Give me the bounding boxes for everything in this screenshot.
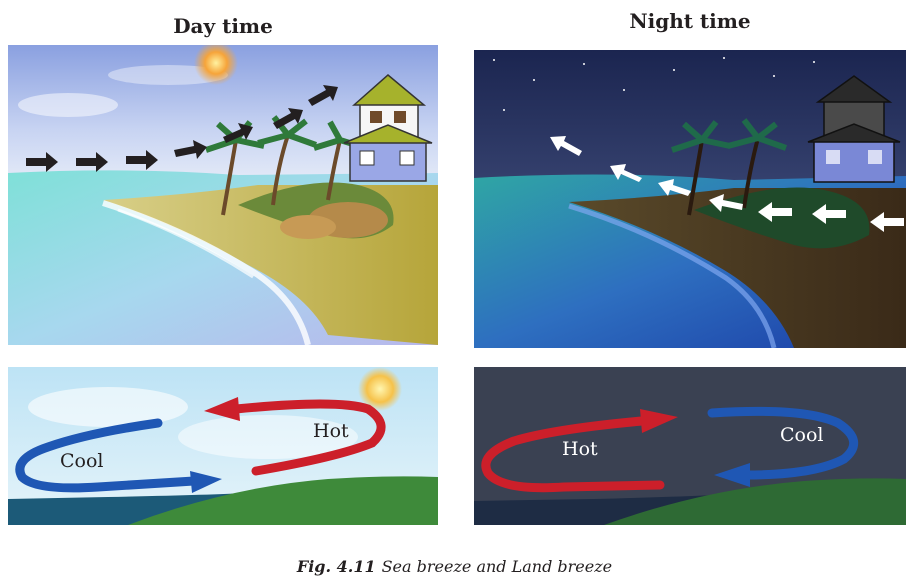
wind-arrow-icon [26,85,338,172]
house-icon [343,74,433,182]
wind-arrow-icon [550,136,904,232]
day-time-title: Day time [173,14,273,38]
day-convection-diagram: Cool Hot [8,367,438,525]
cool-air-arrow [707,406,858,480]
night-cool-label: Cool [780,424,824,446]
hot-air-arrowhead [640,409,678,433]
day-cool-label: Cool [60,450,104,472]
hot-air-arrow [481,416,665,493]
hot-air-arrowhead [204,397,240,421]
figure-caption: Fig. 4.11 Sea breeze and Land breeze [0,557,909,576]
day-scene-illustration [8,45,438,345]
day-hot-label: Hot [313,420,349,442]
night-convection-diagram: Hot Cool [474,367,906,525]
figure-number: Fig. 4.11 [296,557,376,576]
night-time-title: Night time [629,9,751,33]
sun-icon [194,45,238,85]
figure-caption-text: Sea breeze and Land breeze [381,557,613,576]
cool-air-arrow [15,418,199,493]
sun-icon [358,367,402,411]
hot-air-arrow [231,399,386,476]
night-hot-label: Hot [562,438,598,460]
palm-tree-icon [671,118,788,216]
cool-air-arrowhead [190,471,222,493]
house-icon [807,75,901,183]
cool-air-arrowhead [714,463,750,487]
night-scene-illustration [474,50,906,348]
palm-tree-icon [205,115,367,216]
